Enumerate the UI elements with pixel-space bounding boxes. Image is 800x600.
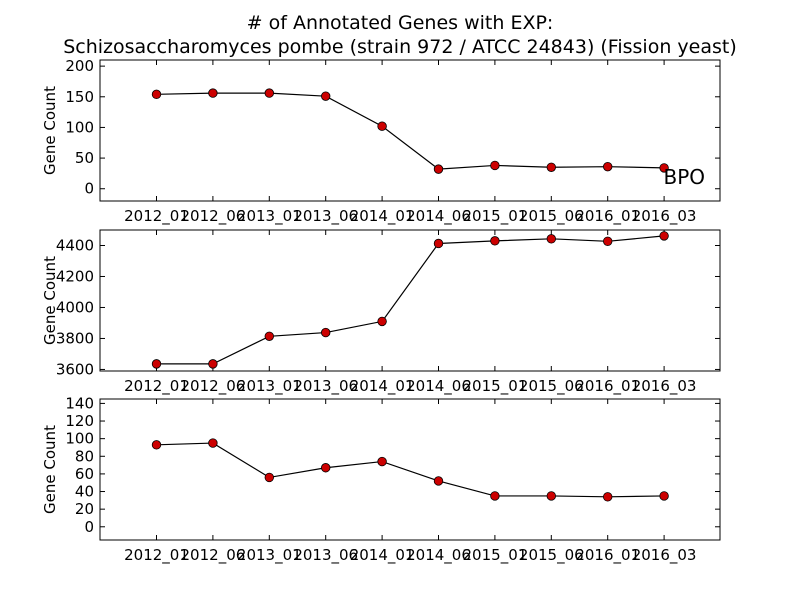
chart-title-line-2: Schizosaccharomyces pombe (strain 972 / … [63,36,737,58]
x-tick-label: 2012_06 [181,546,246,565]
x-tick-label: 2015_06 [519,207,584,226]
data-point [151,89,162,100]
data-point [490,160,500,171]
x-tick-label: 2013_06 [293,207,358,226]
x-tick-label: 2016_01 [575,377,640,396]
data-point [490,236,500,246]
data-point [603,236,613,247]
y-tick-label: 200 [65,57,94,75]
chart-title-line-1: # of Annotated Genes with EXP: [246,12,554,34]
x-tick-label: 2014_06 [406,546,471,565]
y-axis-label: Gene Count [41,425,59,514]
x-tick-label: 2014_06 [406,377,471,396]
x-tick-label: 2015_06 [519,546,584,565]
x-tick-label: 2012_06 [181,207,246,226]
data-point [546,162,557,172]
data-point [546,491,557,501]
x-tick-label: 2014_01 [350,207,415,226]
data-point [433,476,444,486]
x-tick-label: 2014_01 [350,377,415,396]
x-tick-label: 2016_01 [575,207,640,226]
data-point [264,472,275,483]
x-tick-label: 2014_06 [406,207,471,226]
x-tick-label: 2012_06 [181,377,246,396]
plot-frame-2 [99,229,721,372]
x-tick-label: 2016_01 [575,546,640,565]
y-tick-label: 140 [65,394,94,412]
panel-annotation: BPO [663,165,705,189]
y-axis-label: Gene Count [41,256,59,345]
data-point [377,121,387,131]
y-tick-label: 0 [84,518,94,536]
x-tick-label: 2013_01 [237,546,302,565]
y-tick-label: 80 [75,447,94,465]
data-point [208,359,218,369]
x-tick-label: 2015_06 [519,377,584,396]
y-tick-label: 4000 [56,298,94,316]
series-line [156,235,665,365]
y-tick-label: 40 [75,483,94,501]
series-line [156,92,665,170]
y-tick-label: 150 [65,88,94,106]
plot-frame-3 [99,398,721,541]
y-tick-label: 100 [65,118,94,136]
x-tick-label: 2012_01 [124,377,189,396]
data-point [603,161,613,172]
data-point [433,238,444,249]
x-tick-label: 2012_01 [124,207,189,226]
x-tick-label: 2015_01 [463,377,528,396]
data-point [208,438,218,448]
data-point [546,234,557,244]
x-tick-label: 2016_03 [632,546,697,565]
data-point [151,440,162,450]
data-point [490,491,500,501]
x-tick-label: 2014_01 [350,546,415,565]
y-tick-label: 0 [84,180,94,198]
x-tick-label: 2012_01 [124,546,189,565]
y-tick-label: 60 [75,465,94,483]
y-tick-label: 4200 [56,267,94,285]
y-tick-label: 120 [65,412,94,430]
plot-frame-1 [99,59,721,202]
x-tick-label: 2015_01 [463,546,528,565]
x-tick-label: 2013_01 [237,377,302,396]
data-point [321,463,331,473]
data-point [151,359,162,369]
data-point [603,492,613,502]
x-tick-label: 2016_03 [632,377,697,396]
data-point [321,327,331,338]
y-tick-label: 100 [65,430,94,448]
data-point [264,88,275,98]
data-point [208,88,218,98]
y-tick-label: 3800 [56,329,94,347]
x-tick-label: 2013_06 [293,546,358,565]
data-point [659,231,669,241]
data-point [433,164,444,174]
x-tick-label: 2015_01 [463,207,528,226]
y-tick-label: 50 [75,149,94,167]
x-tick-label: 2016_03 [632,207,697,226]
x-tick-label: 2013_06 [293,377,358,396]
x-tick-label: 2013_01 [237,207,302,226]
data-point [264,331,275,341]
y-tick-label: 20 [75,500,94,518]
data-point [659,163,669,173]
data-point [377,456,387,467]
y-tick-label: 4400 [56,236,94,254]
y-tick-label: 3600 [56,360,94,378]
y-axis-label: Gene Count [41,86,59,175]
series-line [156,442,665,498]
data-point [321,91,331,101]
data-point [377,316,387,327]
data-point [659,491,669,501]
